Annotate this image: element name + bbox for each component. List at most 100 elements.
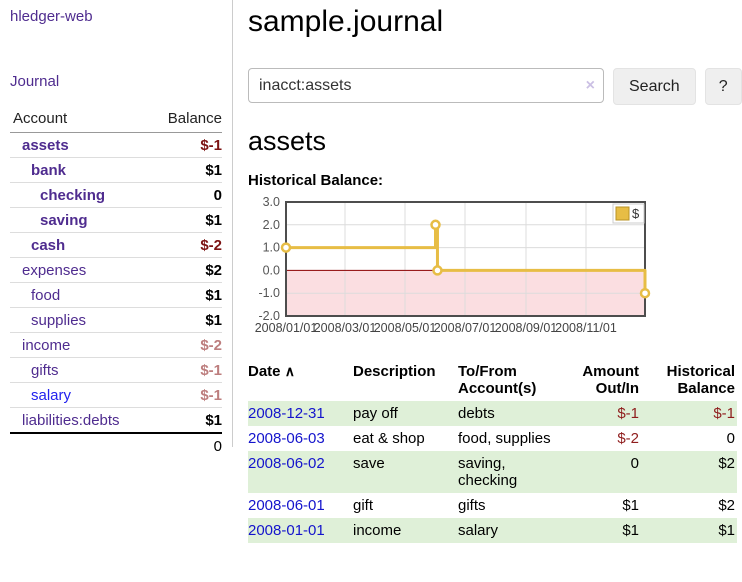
account-link[interactable]: expenses	[22, 262, 87, 279]
historical-balance-chart: $3.0 2.0 1.0 0.0 -1.0 -2.0 2008/01/01 2008/03/0…	[248, 195, 742, 345]
clear-search-icon[interactable]: ×	[585, 77, 595, 94]
sidebar: hledger-web Journal Account Balance asse…	[0, 0, 233, 455]
account-link[interactable]: checking	[40, 187, 106, 204]
svg-text:-2.0: -2.0	[258, 309, 280, 323]
account-row: gifts $-1	[10, 358, 222, 383]
svg-text:0.0: 0.0	[263, 263, 280, 277]
account-balance: $-1	[200, 137, 222, 154]
transaction-balance: 0	[726, 430, 735, 447]
account-row: food $1	[10, 283, 222, 308]
account-balance: $1	[205, 287, 222, 304]
account-balance: $-1	[200, 387, 222, 404]
svg-text:-1.0: -1.0	[258, 286, 280, 300]
account-row: liabilities:debts $1	[10, 408, 222, 433]
account-row: supplies $1	[10, 308, 222, 333]
account-link[interactable]: assets	[22, 137, 69, 154]
transaction-description: eat & shop	[353, 430, 425, 447]
account-link[interactable]: gifts	[31, 362, 59, 379]
svg-text:$: $	[632, 206, 640, 221]
transaction-accounts: debts	[458, 405, 495, 422]
svg-text:2008/03/01: 2008/03/01	[314, 321, 377, 335]
register-header-row: Date ∧ Description To/From Account(s) Am…	[248, 361, 737, 401]
account-title: assets	[248, 126, 327, 156]
transaction-row: 2008-06-02 save saving, checking 0 $2	[248, 451, 737, 493]
account-row: bank $1	[10, 158, 222, 183]
transaction-date-link[interactable]: 2008-12-31	[248, 405, 325, 422]
account-balance: 0	[213, 187, 222, 204]
account-link[interactable]: supplies	[31, 312, 87, 329]
transaction-accounts: gifts	[458, 497, 486, 514]
page-title: sample.journal	[248, 5, 444, 38]
transaction-accounts: food, supplies	[458, 430, 551, 447]
transaction-description: save	[353, 455, 385, 472]
chart-svg: $3.0 2.0 1.0 0.0 -1.0 -2.02008/01/012008/03/0…	[255, 195, 651, 335]
account-row: cash $-2	[10, 233, 222, 258]
transaction-description: pay off	[353, 405, 398, 422]
account-row: saving $1	[10, 208, 222, 233]
transaction-accounts: saving, checking	[458, 455, 518, 489]
transaction-row: 2008-12-31 pay off debts $-1 $-1	[248, 401, 737, 426]
account-link[interactable]: cash	[31, 237, 66, 254]
account-balance: $-2	[200, 337, 222, 354]
transaction-date-link[interactable]: 2008-06-02	[248, 455, 325, 472]
svg-text:2008/05/01: 2008/05/01	[374, 321, 437, 335]
chart-label: Historical Balance:	[248, 172, 384, 189]
account-row: assets $-1	[10, 133, 222, 158]
balance-column-header: Balance	[167, 110, 222, 127]
app-title-link[interactable]: hledger-web	[10, 8, 93, 25]
account-table-header: Account Balance	[10, 107, 222, 133]
date-column-header[interactable]: Date ∧	[248, 363, 295, 380]
account-balance: $1	[205, 212, 222, 229]
svg-text:1.0: 1.0	[263, 241, 280, 255]
account-balance: $2	[205, 262, 222, 279]
search-button[interactable]: Search	[613, 68, 696, 105]
search-form: × Search ?	[248, 68, 742, 105]
description-column-header: Description	[353, 363, 436, 380]
help-button[interactable]: ?	[704, 68, 742, 105]
transaction-balance: $1	[718, 522, 735, 539]
svg-text:3.0: 3.0	[263, 196, 280, 209]
svg-text:2008/07/01: 2008/07/01	[434, 321, 497, 335]
account-total-row: 0	[10, 432, 222, 459]
transaction-amount: $-2	[617, 430, 639, 447]
account-link[interactable]: salary	[31, 387, 72, 404]
sort-ascending-icon: ∧	[284, 363, 295, 379]
account-balance: $1	[205, 312, 222, 329]
account-link[interactable]: saving	[40, 212, 88, 229]
main-content: sample.journal × Search ? assets Histori…	[248, 0, 742, 543]
transaction-date-link[interactable]: 2008-01-01	[248, 522, 325, 539]
register-table: Date ∧ Description To/From Account(s) Am…	[248, 361, 737, 543]
transaction-amount: $1	[622, 497, 639, 514]
transaction-amount: $1	[622, 522, 639, 539]
balance-column-header: Historical Balance	[666, 363, 735, 397]
account-link[interactable]: liabilities:debts	[22, 412, 120, 429]
svg-text:2008/09/01: 2008/09/01	[495, 321, 558, 335]
account-balance: $1	[205, 162, 222, 179]
account-link[interactable]: bank	[31, 162, 67, 179]
sidebar-item-journal[interactable]: Journal	[10, 73, 60, 90]
account-balance: $1	[205, 412, 222, 429]
account-balance: $-1	[200, 362, 222, 379]
account-link[interactable]: food	[31, 287, 61, 304]
transaction-balance: $-1	[713, 405, 735, 422]
account-row: expenses $2	[10, 258, 222, 283]
search-input[interactable]	[248, 68, 604, 103]
transaction-date-link[interactable]: 2008-06-01	[248, 497, 325, 514]
account-balance-table: Account Balance assets $-1 bank $1 check…	[10, 107, 222, 459]
total-balance: 0	[213, 438, 222, 455]
transaction-balance: $2	[718, 497, 735, 514]
transaction-row: 2008-01-01 income salary $1 $1	[248, 518, 737, 543]
transaction-description: gift	[353, 497, 374, 514]
account-row: salary $-1	[10, 383, 222, 408]
transaction-date-link[interactable]: 2008-06-03	[248, 430, 325, 447]
transaction-balance: $2	[718, 455, 735, 472]
transaction-amount: 0	[630, 455, 639, 472]
accounts-column-header: To/From Account(s)	[458, 363, 537, 397]
svg-text:2008/01/01: 2008/01/01	[255, 321, 318, 335]
svg-text:2008/11/01: 2008/11/01	[555, 321, 617, 335]
account-link[interactable]: income	[22, 337, 71, 354]
transaction-description: income	[353, 522, 402, 539]
transaction-amount: $-1	[617, 405, 639, 422]
transaction-row: 2008-06-03 eat & shop food, supplies $-2…	[248, 426, 737, 451]
account-balance: $-2	[200, 237, 222, 254]
